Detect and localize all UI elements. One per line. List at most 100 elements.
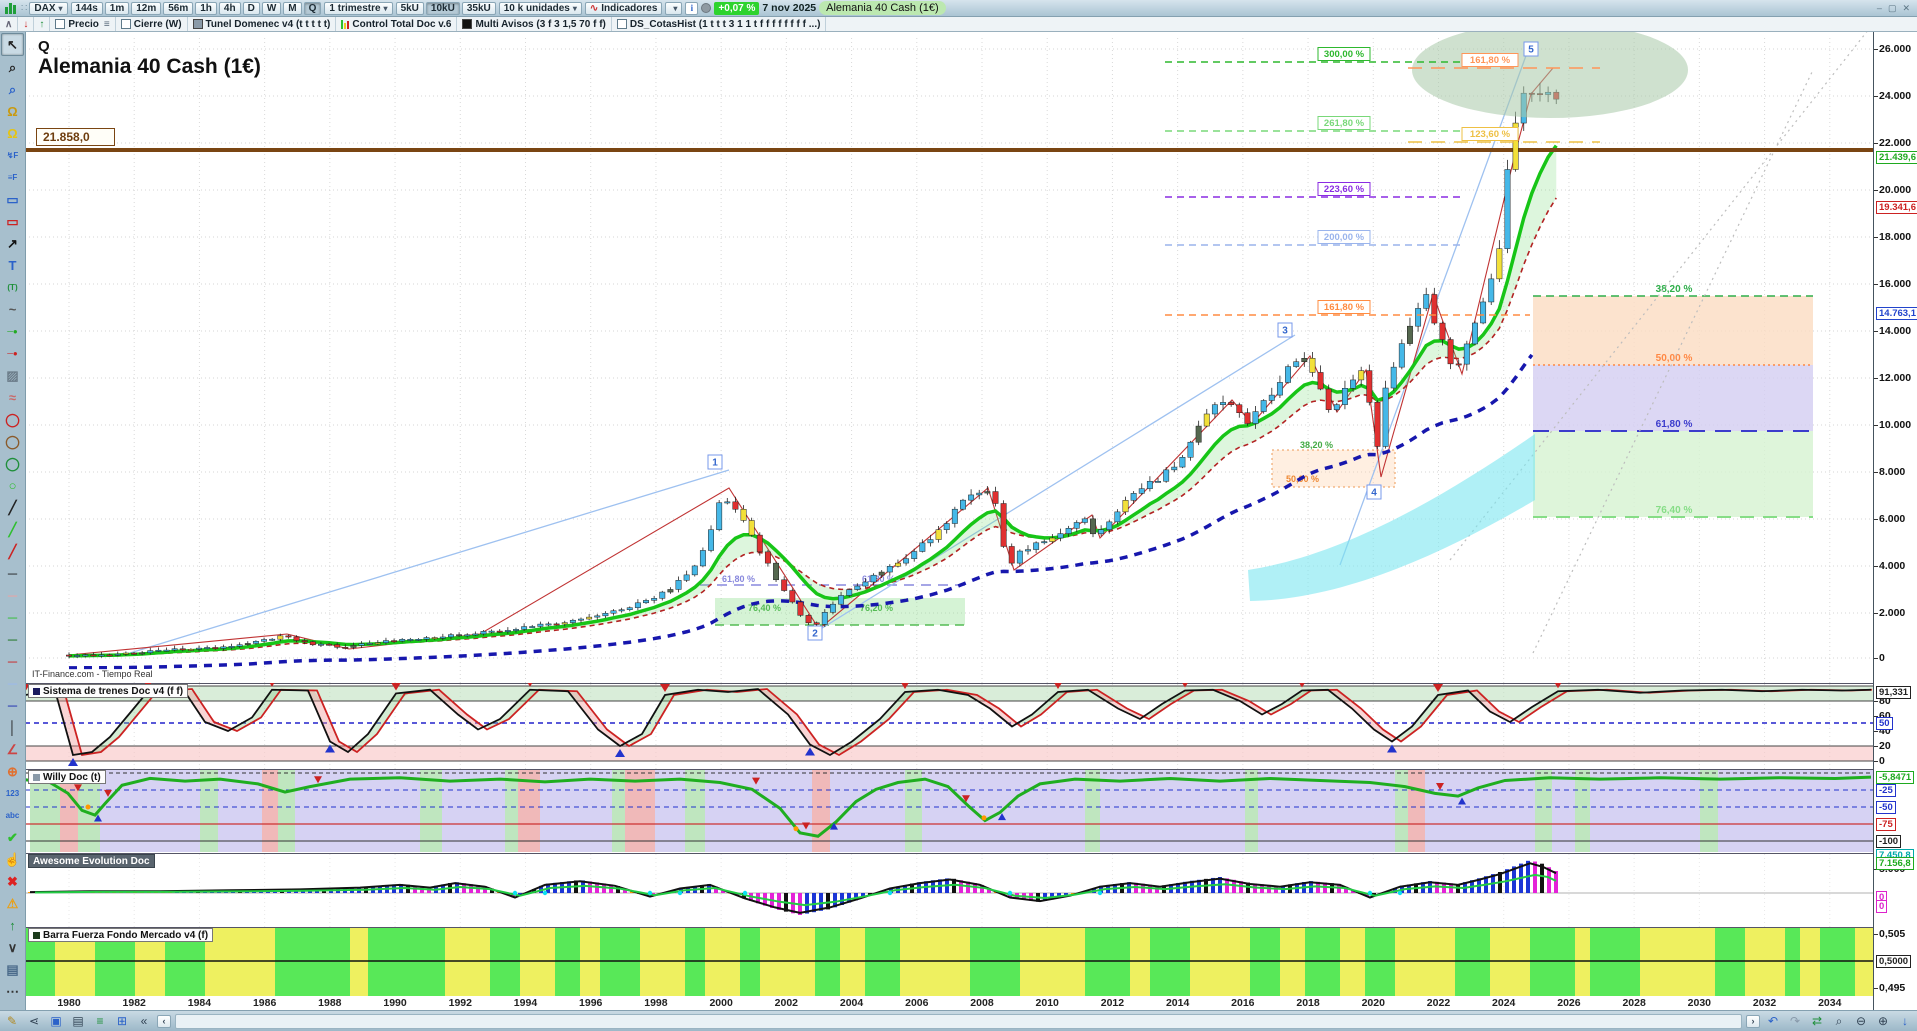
alert-price-tag[interactable]: 21.858,0: [36, 128, 115, 146]
indicators-button[interactable]: ∿ Indicadores: [584, 1, 663, 15]
draw-icon[interactable]: ✎: [6, 1014, 18, 1028]
red-hline-tool[interactable]: ─: [7, 654, 18, 669]
time-axis[interactable]: 1980 1982 1984 1986 1988 1990 1992 1994 1996 1998…: [25, 996, 1917, 1010]
wave-label-5[interactable]: [1523, 41, 1539, 57]
measure-tool[interactable]: ~: [8, 302, 17, 317]
add-indicator-below-button[interactable]: ↓: [18, 17, 35, 31]
notification-doc-button[interactable]: ▤: [6, 961, 19, 977]
angle-tool[interactable]: ∠: [6, 741, 19, 757]
timeframe-button-144s[interactable]: 144s: [70, 1, 103, 15]
alert-pointer-tool[interactable]: Ω: [7, 104, 18, 119]
arrow-tool[interactable]: ↗: [7, 235, 18, 251]
blue-hline-tool[interactable]: ─: [7, 698, 18, 713]
cursor-tool[interactable]: ↖: [1, 33, 24, 56]
wave-tool[interactable]: ≈: [8, 390, 17, 405]
share-icon[interactable]: ⋖: [28, 1014, 40, 1028]
fib-retracement-tool[interactable]: ≡F: [7, 173, 18, 182]
red-trendline-tool[interactable]: ╱: [8, 543, 17, 559]
checkbox-icon[interactable]: [55, 19, 66, 29]
swap-tool-icon[interactable]: ⇄: [1811, 1014, 1823, 1028]
zoom-in-icon[interactable]: ⊕: [1877, 1014, 1889, 1028]
timeframe-button-56m[interactable]: 56m: [163, 1, 194, 15]
red-rectangle-tool[interactable]: ▭: [6, 213, 19, 229]
zoom-tool[interactable]: ⌕: [8, 59, 17, 75]
text-bubble-tool[interactable]: (T): [7, 283, 18, 292]
orders-icon[interactable]: ≡: [96, 1014, 104, 1028]
timeframe-button-4h[interactable]: 4h: [218, 1, 241, 15]
alarm-tool[interactable]: Ω: [7, 126, 18, 141]
wave-label-4[interactable]: [1366, 484, 1382, 500]
indicator-toggle-5[interactable]: DS_CotasHist (1 t t t 3 1 1 t f f f f f …: [612, 17, 827, 31]
indicators-dropdown[interactable]: ▾: [665, 1, 683, 15]
zoom-selection-tool[interactable]: ⌕: [8, 81, 17, 97]
blue-rectangle-tool[interactable]: ▭: [6, 191, 19, 207]
checkbox-icon[interactable]: [616, 19, 627, 29]
unit-button-35kU[interactable]: 35kU: [461, 1, 496, 15]
scroll-right-button[interactable]: ›: [1746, 1014, 1760, 1028]
more-tools-button[interactable]: ⋯: [6, 983, 19, 999]
like-tool[interactable]: ☝: [4, 851, 21, 867]
vline-tool[interactable]: │: [8, 720, 17, 735]
document-icon[interactable]: ▤: [72, 1014, 84, 1028]
indicator-panel-awesome[interactable]: [25, 853, 1873, 927]
collapse-indicator-bar[interactable]: ∧: [0, 17, 19, 31]
indicator-toggle-4[interactable]: Multi Avisos (3 f 3 1,5 70 f f): [457, 17, 612, 31]
chat-icon[interactable]: ▣: [50, 1014, 62, 1028]
green-ellipse-tool[interactable]: ◯: [5, 455, 20, 471]
list-icon[interactable]: ≡: [103, 18, 110, 30]
wave-label-1[interactable]: [707, 454, 723, 470]
lightblue-hline-tool[interactable]: ─: [7, 676, 18, 691]
units-select[interactable]: 10 k unidades ▾: [498, 1, 582, 15]
elliott-numbers-tool[interactable]: 123: [5, 789, 20, 798]
collapse-left-icon[interactable]: «: [140, 1014, 148, 1028]
info-icon[interactable]: i: [685, 1, 699, 15]
red-hline-alert-tool[interactable]: ─●: [7, 349, 18, 358]
black-hline-tool[interactable]: ─: [7, 566, 18, 581]
validate-tool[interactable]: ✔: [7, 829, 18, 845]
up-arrow-tool[interactable]: ↑: [9, 918, 16, 933]
window-close[interactable]: ✕: [1902, 2, 1910, 13]
warning-tool[interactable]: ⚠: [6, 895, 19, 911]
target-tool[interactable]: ⊕: [7, 763, 18, 779]
window-minimize[interactable]: –: [1876, 2, 1882, 13]
wave-label-3[interactable]: [1277, 322, 1293, 338]
green-hline-alert-tool[interactable]: ─●: [7, 327, 18, 336]
brown-ellipse-tool[interactable]: ◯: [5, 433, 20, 449]
panel-tab-3[interactable]: Barra Fuerza Fondo Mercado v4 (f): [28, 928, 214, 942]
indicator-panel-barra-fuerza[interactable]: [25, 927, 1873, 996]
panel-tab-1[interactable]: Willy Doc (t): [28, 770, 106, 784]
elliott-letters-tool[interactable]: abc: [5, 811, 20, 820]
main-price-chart[interactable]: 38,20 % 50,00 % 61,80 % 76,40 % 76,40 % 76,20…: [25, 32, 1873, 683]
green-hline-tool[interactable]: ─: [7, 610, 18, 625]
scroll-left-button[interactable]: ‹: [157, 1014, 171, 1028]
add-indicator-above-button[interactable]: ↑: [34, 17, 51, 31]
indicator-swatch-icon[interactable]: [462, 19, 473, 29]
timeframe-button-12m[interactable]: 12m: [131, 1, 162, 15]
ruler-tool[interactable]: ▨: [6, 367, 19, 383]
instrument-chip[interactable]: Alemania 40 Cash (1€): [819, 1, 946, 15]
timeframe-button-Q[interactable]: Q: [303, 1, 322, 15]
indicator-panel-willy[interactable]: [25, 769, 1873, 853]
indicator-toggle-3[interactable]: Control Total Doc v.6: [336, 17, 458, 31]
indicator-swatch-icon[interactable]: [192, 19, 203, 29]
timeframe-button-1h[interactable]: 1h: [195, 1, 217, 15]
timeframe-button-M[interactable]: M: [283, 1, 302, 15]
collapse-tools-button[interactable]: ∨: [7, 939, 18, 955]
trendline-tool[interactable]: ╱: [8, 499, 17, 515]
indicator-panel-sistema-trenes[interactable]: [25, 683, 1873, 769]
timeframe-button-1m[interactable]: 1m: [104, 1, 130, 15]
panel-tab-2[interactable]: Awesome Evolution Doc: [28, 854, 155, 868]
green-trendline-tool[interactable]: ╱: [8, 521, 17, 537]
indicator-toggle-2[interactable]: Tunel Domenec v4 (t t t t t): [188, 17, 337, 31]
redo-icon[interactable]: ↷: [1789, 1014, 1801, 1028]
price-axis[interactable]: 26.000 24.000 22.000 20.000 18.000 16.000 14.0…: [1873, 32, 1917, 1010]
zoom-fit-icon[interactable]: ⌕: [1835, 1013, 1843, 1028]
small-green-ellipse-tool[interactable]: ○: [8, 478, 17, 493]
wave-label-2[interactable]: [807, 625, 823, 641]
pink-hline-tool[interactable]: ─: [7, 588, 18, 603]
unit-button-10kU[interactable]: 10kU: [425, 1, 460, 15]
toolbar-grip[interactable]: ∷: [21, 2, 27, 14]
pan-down-icon[interactable]: ↓: [1902, 1014, 1908, 1028]
indicator-toggle-1[interactable]: Cierre (W): [116, 17, 188, 31]
panel-tab-0[interactable]: Sistema de trenes Doc v4 (f f): [28, 684, 189, 698]
